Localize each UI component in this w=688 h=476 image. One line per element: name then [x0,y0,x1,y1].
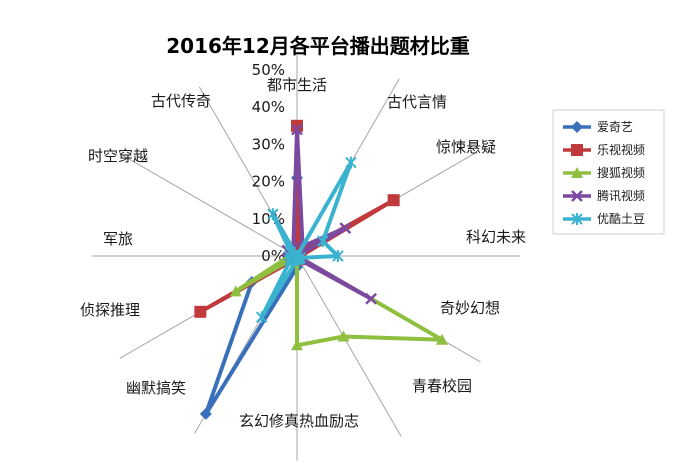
legend-label: 乐视视频 [597,142,645,157]
legend-label: 爱奇艺 [597,120,633,134]
category-label: 都市生活 [267,76,327,94]
category-label: 幽默搞笑 [126,379,186,397]
legend-item: 乐视视频 [563,142,645,157]
data-point [267,208,279,221]
legend-item: 搜狐视频 [563,165,645,180]
radial-tick-label: 30% [252,135,285,153]
category-label: 侦探推理 [80,301,140,319]
radar-spoke [296,255,402,437]
data-point [291,123,303,136]
data-point [435,333,448,345]
data-point [571,190,583,202]
chart-title: 2016年12月各平台播出题材比重 [166,34,470,58]
category-label: 古代传奇 [151,92,211,110]
legend-item: 优酷土豆 [563,212,645,226]
radial-tick-label: 20% [252,173,285,191]
category-label: 科幻未来 [466,228,526,246]
data-point [291,339,303,351]
category-label: 奇妙幻想 [440,299,500,317]
data-point [284,246,297,259]
data-point [339,222,352,234]
legend-label: 优酷土豆 [597,212,645,226]
legend-label: 搜狐视频 [597,165,645,180]
legend-label: 腾讯视频 [597,188,645,203]
radial-tick-label: 0% [261,247,285,265]
category-label: 军旅 [103,230,133,248]
series-group [255,156,357,324]
data-point [345,156,357,169]
data-point [571,167,583,178]
data-point [387,194,400,207]
data-point [317,235,329,248]
data-point [571,213,583,225]
data-point [365,292,377,305]
category-label: 惊悚悬疑 [436,138,496,156]
category-label: 时空穿越 [88,147,148,165]
category-label: 古代言情 [387,93,447,111]
series-line [233,252,444,348]
data-point [571,121,583,133]
category-label: 青春校园 [412,377,472,395]
radial-tick-label: 50% [252,61,285,79]
legend-item: 爱奇艺 [563,120,633,134]
data-point [332,250,344,262]
radial-tick-label: 40% [252,98,285,116]
data-point [199,407,212,420]
data-point [229,285,242,297]
data-point [291,119,303,132]
data-point [337,330,350,342]
data-point [194,305,207,318]
series-line [285,127,374,301]
category-label: 玄幻修真热血励志 [239,412,359,430]
radar-spoke [119,153,298,257]
data-point [571,144,583,156]
data-point [255,311,268,324]
legend-item: 腾讯视频 [563,188,645,203]
